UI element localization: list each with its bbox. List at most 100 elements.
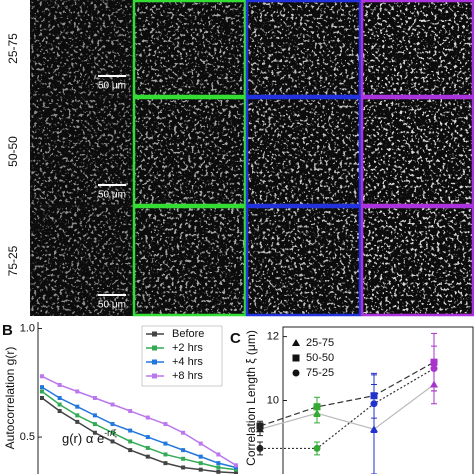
point	[234, 465, 238, 470]
point	[292, 354, 300, 362]
point	[292, 369, 300, 377]
micrograph-border	[245, 205, 362, 317]
legend-label: 75-25	[306, 367, 334, 379]
legend-marker	[152, 359, 157, 365]
point	[145, 454, 150, 459]
micrograph-border	[245, 0, 362, 98]
point	[181, 456, 186, 461]
micrograph	[245, 205, 362, 317]
micrograph-texture	[133, 97, 246, 206]
point	[256, 444, 264, 452]
point	[198, 467, 203, 472]
plot-frame	[282, 326, 474, 474]
micrograph-border	[30, 97, 133, 206]
legend-label: Before	[172, 328, 204, 340]
micrograph-texture	[30, 97, 133, 206]
row-label: 50-50	[6, 136, 20, 167]
micrograph-texture	[246, 97, 361, 206]
annotation: g(r) α e-r/ξ	[62, 428, 117, 446]
point	[92, 422, 97, 427]
point	[163, 441, 168, 446]
micrograph	[30, 206, 133, 316]
micrograph	[30, 0, 133, 97]
point	[75, 413, 80, 418]
legend-marker	[152, 373, 157, 379]
micrograph	[360, 96, 474, 207]
point	[75, 404, 80, 409]
point	[163, 422, 168, 427]
point	[216, 469, 221, 474]
point	[181, 448, 186, 453]
charts: B C Autocorrelation g(r) 1.0 0.5 Before +2 hrs…	[2, 322, 474, 474]
micrograph	[132, 96, 247, 207]
point	[110, 422, 115, 427]
point	[313, 444, 321, 452]
micrograph	[360, 205, 474, 317]
micrograph-texture	[30, 0, 133, 97]
panel-label: C	[230, 330, 241, 347]
point	[145, 415, 150, 420]
point	[163, 461, 168, 466]
micrograph	[245, 0, 362, 98]
micrograph	[360, 0, 474, 98]
point	[92, 430, 97, 435]
series-line	[259, 361, 435, 427]
micrograph	[245, 96, 362, 207]
point	[256, 422, 264, 430]
micrograph-texture	[361, 97, 474, 206]
point	[216, 461, 221, 466]
micrograph-border	[132, 205, 247, 317]
point	[234, 467, 238, 472]
point	[198, 461, 203, 466]
y-tick-label: 1.0	[20, 322, 35, 334]
series-line	[41, 375, 237, 466]
micrograph-texture	[361, 0, 474, 97]
annotation-superscript: -r/ξ	[104, 428, 117, 438]
micrograph-texture	[246, 206, 361, 316]
legend-frame	[141, 325, 223, 387]
annotation-text: g(r) α e	[62, 431, 104, 446]
point	[110, 439, 115, 444]
y-axis-label: Autocorrelation g(r)	[3, 347, 17, 450]
point	[75, 419, 80, 424]
point	[57, 409, 62, 414]
legend-label: 25-75	[306, 337, 334, 349]
legend-label: +4 hrs	[172, 356, 203, 368]
legend-label: 50-50	[306, 352, 334, 364]
series-line	[259, 384, 435, 430]
point	[234, 470, 238, 474]
row-label: 25-75	[6, 33, 20, 64]
point	[40, 385, 44, 390]
point	[145, 445, 150, 450]
point	[181, 430, 186, 435]
point	[75, 389, 80, 394]
micrograph	[30, 97, 133, 206]
scale-bar-label: 50 μm	[98, 300, 126, 311]
micrograph-texture	[246, 0, 361, 97]
y-tick-label: 12	[267, 330, 279, 342]
micrograph-border	[132, 0, 247, 98]
point	[198, 441, 203, 446]
micrograph	[132, 205, 247, 317]
point	[40, 374, 44, 379]
point	[57, 402, 62, 407]
scale-bar-label: 50 μm	[98, 190, 126, 201]
point	[110, 430, 115, 435]
point	[92, 396, 97, 400]
micrograph	[132, 0, 247, 98]
point	[40, 396, 44, 400]
point	[128, 428, 133, 433]
micrograph-border	[360, 96, 474, 207]
micrograph-texture	[133, 0, 246, 97]
micrograph-border	[360, 0, 474, 98]
series-line	[260, 368, 435, 450]
legend-label: +2 hrs	[172, 342, 203, 354]
point	[128, 409, 133, 414]
point	[430, 365, 438, 373]
micrograph-texture	[361, 206, 474, 316]
micrograph-texture	[133, 206, 246, 316]
micrograph-border	[30, 206, 133, 316]
point	[313, 403, 321, 411]
point	[198, 454, 203, 459]
